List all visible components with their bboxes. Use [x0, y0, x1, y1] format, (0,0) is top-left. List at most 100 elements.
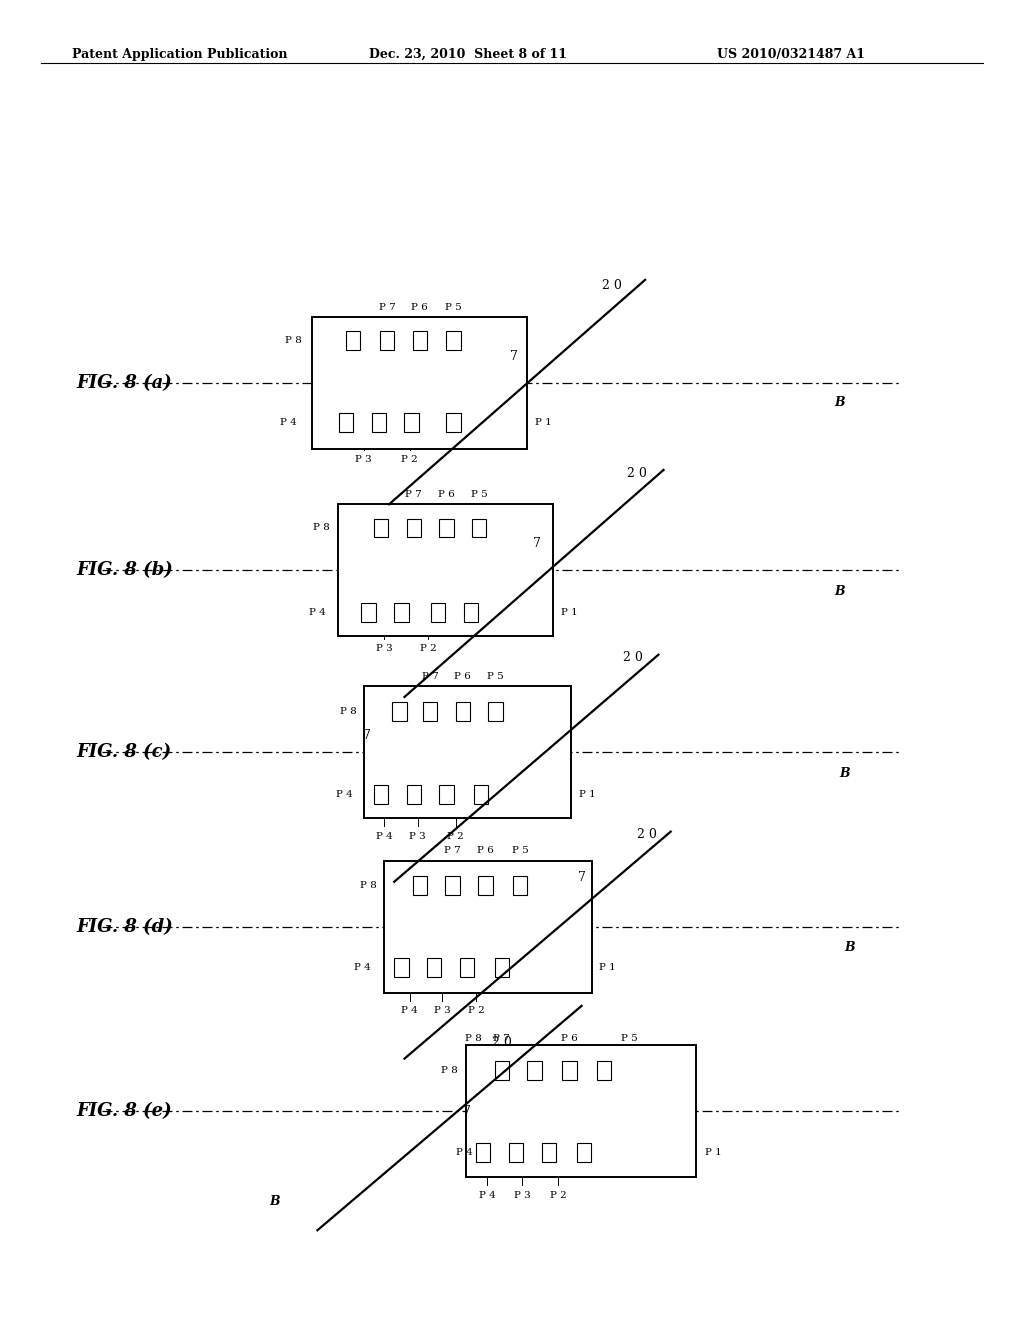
Text: B: B [840, 767, 850, 780]
Text: P 4: P 4 [376, 832, 392, 841]
Text: P 6: P 6 [455, 672, 471, 681]
Text: P 2: P 2 [468, 1006, 484, 1015]
Bar [374, 519, 388, 537]
Bar [407, 785, 421, 804]
Text: P 7: P 7 [422, 672, 438, 681]
Text: P 5: P 5 [471, 490, 487, 499]
Bar [407, 519, 421, 537]
Text: P 5: P 5 [512, 846, 528, 855]
Text: P 6: P 6 [477, 846, 494, 855]
Text: P 5: P 5 [487, 672, 504, 681]
Text: P 2: P 2 [447, 832, 464, 841]
Text: P 8: P 8 [286, 337, 302, 345]
Text: 2 0: 2 0 [602, 279, 623, 292]
Bar [542, 1143, 556, 1162]
Text: B: B [269, 1195, 280, 1208]
Text: P 8: P 8 [313, 524, 330, 532]
Text: P 4: P 4 [336, 791, 352, 799]
Bar [374, 785, 388, 804]
Text: 7: 7 [578, 871, 586, 884]
Bar [361, 603, 376, 622]
Bar [339, 413, 353, 432]
Bar [404, 413, 419, 432]
Bar [392, 702, 407, 721]
Text: P 5: P 5 [445, 302, 462, 312]
Text: B: B [845, 941, 855, 954]
Bar [372, 413, 386, 432]
Bar [364, 686, 571, 818]
Text: P 3: P 3 [410, 832, 426, 841]
Bar [460, 958, 474, 977]
Text: P 6: P 6 [561, 1034, 578, 1043]
Text: 2 0: 2 0 [637, 828, 657, 841]
Text: P 5: P 5 [622, 1034, 638, 1043]
Text: P 8: P 8 [441, 1067, 458, 1074]
Bar [338, 504, 553, 636]
Text: 2 0: 2 0 [627, 467, 647, 480]
Text: FIG. 8 (c): FIG. 8 (c) [77, 743, 172, 762]
Text: B: B [835, 396, 845, 409]
Bar [495, 958, 509, 977]
Bar [472, 519, 486, 537]
Text: FIG. 8 (e): FIG. 8 (e) [77, 1102, 172, 1121]
Bar [464, 603, 478, 622]
Bar [413, 331, 427, 350]
Bar [597, 1061, 611, 1080]
Bar [466, 1045, 696, 1177]
Bar [478, 876, 493, 895]
Text: P 1: P 1 [599, 964, 615, 972]
Bar [439, 785, 454, 804]
Bar [488, 702, 503, 721]
Bar [346, 331, 360, 350]
Bar [476, 1143, 490, 1162]
Text: 2 0: 2 0 [623, 651, 643, 664]
Text: P 8: P 8 [465, 1034, 481, 1043]
Text: B: B [835, 585, 845, 598]
Text: P 1: P 1 [561, 609, 578, 616]
Text: P 8: P 8 [340, 708, 356, 715]
Bar [495, 1061, 509, 1080]
Bar [413, 876, 427, 895]
Text: P 7: P 7 [406, 490, 422, 499]
Bar [445, 876, 460, 895]
Text: 7: 7 [362, 729, 371, 742]
Bar [509, 1143, 523, 1162]
Text: P 4: P 4 [457, 1148, 473, 1156]
Text: Patent Application Publication: Patent Application Publication [72, 48, 287, 61]
Bar [431, 603, 445, 622]
Text: P 1: P 1 [535, 418, 551, 426]
Text: P 4: P 4 [479, 1191, 496, 1200]
Bar [456, 702, 470, 721]
Text: 2 0: 2 0 [492, 1036, 512, 1049]
Text: P 3: P 3 [434, 1006, 451, 1015]
Bar [394, 603, 409, 622]
Bar [527, 1061, 542, 1080]
Bar [474, 785, 488, 804]
Text: P 6: P 6 [438, 490, 455, 499]
Text: Dec. 23, 2010  Sheet 8 of 11: Dec. 23, 2010 Sheet 8 of 11 [369, 48, 566, 61]
Text: P 3: P 3 [514, 1191, 530, 1200]
Text: US 2010/0321487 A1: US 2010/0321487 A1 [717, 48, 865, 61]
Bar [577, 1143, 591, 1162]
Bar [423, 702, 437, 721]
Text: 7: 7 [532, 537, 541, 550]
Bar [394, 958, 409, 977]
Text: 7: 7 [463, 1105, 471, 1118]
Bar [446, 413, 461, 432]
Text: P 2: P 2 [401, 455, 418, 465]
Text: P 2: P 2 [420, 644, 436, 653]
Text: P 1: P 1 [705, 1148, 721, 1156]
Text: P 7: P 7 [379, 302, 395, 312]
Bar [312, 317, 527, 449]
Bar [380, 331, 394, 350]
Text: FIG. 8 (d): FIG. 8 (d) [77, 917, 173, 936]
Bar [384, 861, 592, 993]
Text: P 6: P 6 [412, 302, 428, 312]
Text: P 3: P 3 [376, 644, 392, 653]
Bar [562, 1061, 577, 1080]
Text: P 8: P 8 [360, 882, 377, 890]
Text: P 7: P 7 [444, 846, 461, 855]
Text: P 2: P 2 [550, 1191, 566, 1200]
Bar [427, 958, 441, 977]
Text: FIG. 8 (a): FIG. 8 (a) [77, 374, 173, 392]
